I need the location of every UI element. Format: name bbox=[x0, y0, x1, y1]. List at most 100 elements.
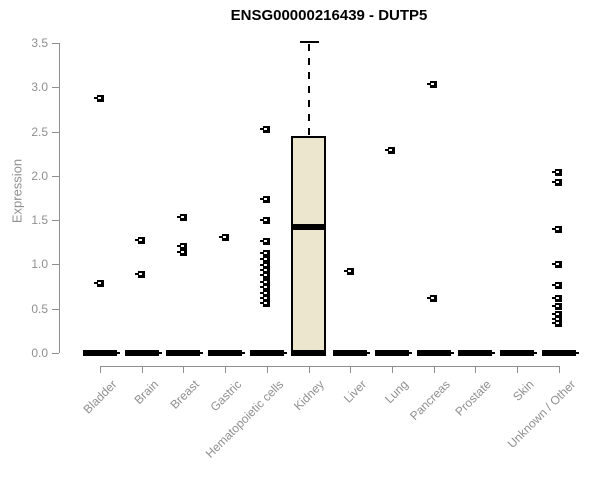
x-category-label: Kidney bbox=[291, 377, 328, 414]
collapsed-zero-boxplot bbox=[333, 350, 367, 356]
collapsed-zero-boxplot bbox=[458, 350, 492, 356]
x-category-label: Brain bbox=[131, 377, 162, 408]
zero-boxplot-whisker-cap bbox=[492, 352, 495, 354]
data-point-marker bbox=[94, 95, 104, 102]
zero-boxplot-whisker-cap bbox=[159, 352, 162, 354]
zero-boxplot-whisker-cap bbox=[200, 352, 203, 354]
boxplot-box bbox=[291, 136, 326, 355]
data-point-marker bbox=[260, 267, 270, 274]
data-point-marker bbox=[177, 214, 187, 221]
y-axis-tick-label: 3.5 bbox=[31, 36, 48, 50]
collapsed-zero-boxplot bbox=[83, 350, 117, 356]
data-point-marker bbox=[552, 316, 562, 323]
data-point-marker bbox=[260, 284, 270, 291]
x-category-label: Liver bbox=[340, 377, 370, 406]
x-category-label: Pancreas bbox=[407, 377, 454, 424]
x-category-label: Skin bbox=[509, 377, 537, 404]
x-axis-tick bbox=[309, 366, 310, 373]
x-axis-tick bbox=[517, 366, 518, 373]
data-point-marker bbox=[260, 250, 270, 257]
x-category-label: Bladder bbox=[80, 377, 120, 417]
y-axis-tick bbox=[52, 220, 59, 221]
data-point-marker bbox=[344, 268, 354, 275]
collapsed-zero-boxplot bbox=[417, 350, 451, 356]
data-point-marker bbox=[552, 311, 562, 318]
y-axis-tick bbox=[52, 309, 59, 310]
boxplot-whisker-cap bbox=[300, 41, 319, 43]
x-axis-tick bbox=[225, 366, 226, 373]
data-point-marker bbox=[260, 196, 270, 203]
collapsed-zero-boxplot bbox=[500, 350, 534, 356]
data-point-marker bbox=[260, 217, 270, 224]
x-axis-tick bbox=[392, 366, 393, 373]
y-axis-tick-label: 2.0 bbox=[31, 169, 48, 183]
zero-boxplot-whisker-cap bbox=[576, 352, 579, 354]
x-axis-tick bbox=[267, 366, 268, 373]
data-point-marker bbox=[260, 279, 270, 286]
x-axis-tick bbox=[183, 366, 184, 373]
y-axis-tick-label: 1.0 bbox=[31, 257, 48, 271]
zero-boxplot-whisker-cap bbox=[117, 352, 120, 354]
data-point-marker bbox=[260, 295, 270, 302]
collapsed-zero-boxplot bbox=[208, 350, 242, 356]
data-point-marker bbox=[177, 249, 187, 256]
data-point-marker bbox=[260, 126, 270, 133]
x-category-label: Gastric bbox=[207, 377, 245, 415]
collapsed-zero-boxplot bbox=[542, 350, 576, 356]
x-axis-tick bbox=[559, 366, 560, 373]
x-axis-tick bbox=[350, 366, 351, 373]
data-point-marker bbox=[94, 280, 104, 287]
data-point-marker bbox=[385, 147, 395, 154]
x-category-label: Hematopoietic cells bbox=[202, 377, 287, 461]
chart-title: ENSG00000216439 - DUTP5 bbox=[230, 7, 428, 24]
zero-boxplot-whisker-cap bbox=[367, 352, 370, 354]
zero-boxplot-whisker-cap bbox=[242, 352, 245, 354]
collapsed-zero-boxplot bbox=[375, 350, 409, 356]
y-axis-tick-label: 1.5 bbox=[31, 213, 48, 227]
data-point-marker bbox=[427, 295, 437, 302]
y-axis-line bbox=[59, 43, 60, 353]
collapsed-zero-boxplot bbox=[125, 350, 159, 356]
zero-boxplot-whisker-cap bbox=[284, 352, 287, 354]
data-point-marker bbox=[260, 238, 270, 245]
y-axis-tick bbox=[52, 87, 59, 88]
data-point-marker bbox=[260, 272, 270, 279]
zero-boxplot-whisker-cap bbox=[451, 352, 454, 354]
zero-boxplot-whisker-cap bbox=[534, 352, 537, 354]
data-point-marker bbox=[135, 237, 145, 244]
x-category-label: Lung bbox=[382, 377, 412, 407]
y-axis-tick-label: 0.5 bbox=[31, 302, 48, 316]
collapsed-zero-boxplot bbox=[166, 350, 200, 356]
y-axis-tick-label: 0.0 bbox=[31, 346, 48, 360]
data-point-marker bbox=[552, 261, 562, 268]
x-axis-line bbox=[100, 366, 560, 367]
data-point-marker bbox=[552, 303, 562, 310]
x-category-label: Prostate bbox=[452, 377, 495, 419]
data-point-marker bbox=[552, 295, 562, 302]
data-point-marker bbox=[552, 282, 562, 289]
zero-boxplot-whisker-cap bbox=[409, 352, 412, 354]
data-point-marker bbox=[552, 320, 562, 327]
data-point-marker bbox=[260, 290, 270, 297]
x-axis-tick bbox=[100, 366, 101, 373]
boxplot-median-line bbox=[291, 224, 326, 230]
boxplot-whisker bbox=[308, 44, 310, 136]
y-axis-tick-label: 3.0 bbox=[31, 80, 48, 94]
data-point-marker bbox=[260, 256, 270, 263]
y-axis-tick bbox=[52, 132, 59, 133]
y-axis-tick bbox=[52, 264, 59, 265]
data-point-marker bbox=[552, 226, 562, 233]
boxplot-bottom-edge bbox=[291, 350, 326, 356]
data-point-marker bbox=[135, 271, 145, 278]
x-axis-tick bbox=[142, 366, 143, 373]
data-point-marker bbox=[260, 300, 270, 307]
collapsed-zero-boxplot bbox=[250, 350, 284, 356]
data-point-marker bbox=[552, 179, 562, 186]
y-axis-tick-label: 2.5 bbox=[31, 125, 48, 139]
data-point-marker bbox=[260, 262, 270, 269]
data-point-marker bbox=[427, 81, 437, 88]
data-point-marker bbox=[552, 169, 562, 176]
y-axis-tick bbox=[52, 43, 59, 44]
data-point-marker bbox=[219, 234, 229, 241]
